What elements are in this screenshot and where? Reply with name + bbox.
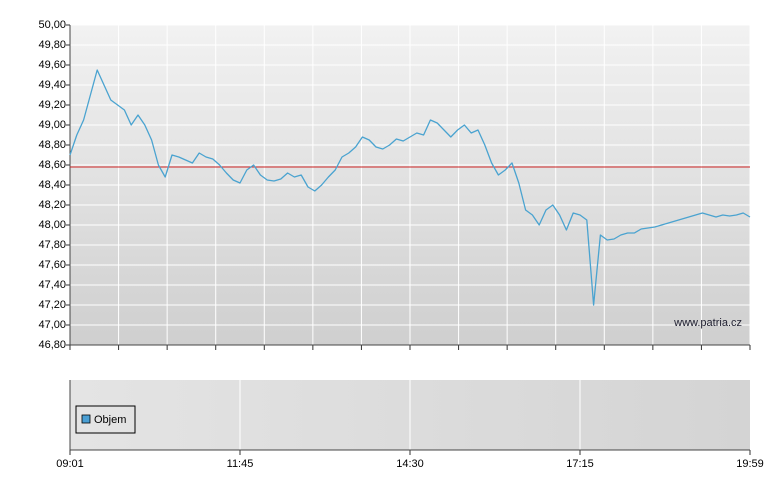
y-tick-label: 50,00: [38, 19, 66, 31]
x-tick-label: 17:15: [566, 458, 594, 470]
y-tick-label: 47,20: [38, 299, 66, 311]
x-tick-label: 14:30: [396, 458, 424, 470]
y-tick-label: 47,80: [38, 239, 66, 251]
watermark: www.patria.cz: [673, 317, 742, 329]
x-tick-label: 09:01: [56, 458, 84, 470]
y-tick-label: 47,60: [38, 259, 66, 271]
y-tick-label: 46,80: [38, 339, 66, 351]
y-tick-label: 49,20: [38, 99, 66, 111]
y-tick-label: 48,20: [38, 199, 66, 211]
layer: 46,80 47,00 47,20 47,40 47,60 47,80 48,00 48,20…: [38, 19, 763, 470]
legend-box: [75, 405, 136, 434]
legend-label: Objem: [94, 414, 126, 426]
y-tick-label: 48,00: [38, 219, 66, 231]
y-tick-label: 49,80: [38, 39, 66, 51]
y-tick-label: 49,00: [38, 119, 66, 131]
y-tick-label: 47,40: [38, 279, 66, 291]
price-line: [69, 69, 751, 306]
y-tick-label: 48,80: [38, 139, 66, 151]
y-tick-label: 48,40: [38, 179, 66, 191]
y-tick-label: 49,40: [38, 79, 66, 91]
x-tick-label: 19:59: [736, 458, 764, 470]
y-tick-label: 48,60: [38, 159, 66, 171]
legend-swatch: [81, 414, 91, 424]
y-tick-label: 47,00: [38, 319, 66, 331]
x-tick-label: 11:45: [227, 458, 254, 470]
y-tick-label: 49,60: [38, 59, 66, 71]
